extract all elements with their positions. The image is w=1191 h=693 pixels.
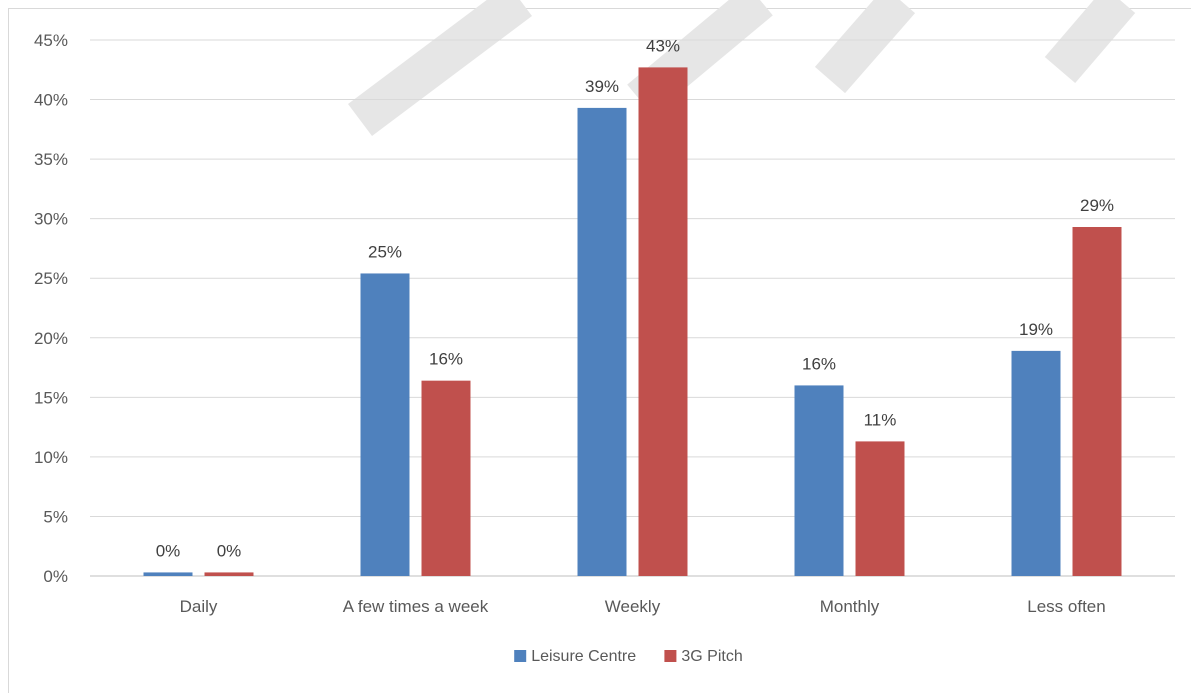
data-label: 25% bbox=[368, 242, 402, 261]
y-tick-label: 45% bbox=[34, 31, 68, 50]
data-label: 0% bbox=[156, 541, 181, 560]
data-labels: 0% 0% 25% 16% 39% 43% 16% 11% 19% 29% bbox=[156, 36, 1114, 560]
y-tick-label: 0% bbox=[43, 567, 68, 586]
legend-label: Leisure Centre bbox=[531, 648, 636, 665]
y-axis-ticks: 0% 5% 10% 15% 20% 25% 30% 35% 40% 45% bbox=[34, 31, 68, 586]
y-tick-label: 5% bbox=[43, 507, 68, 526]
y-tick-label: 25% bbox=[34, 269, 68, 288]
data-label: 19% bbox=[1019, 320, 1053, 339]
x-axis-categories: Daily A few times a week Weekly Monthly Less… bbox=[180, 597, 1106, 616]
data-label: 16% bbox=[802, 354, 836, 373]
x-category-label: A few times a week bbox=[343, 597, 489, 616]
bar-leisure-centre bbox=[143, 572, 193, 576]
bar-leisure-centre bbox=[577, 107, 627, 576]
data-label: 29% bbox=[1080, 196, 1114, 215]
x-category-label: Weekly bbox=[605, 597, 661, 616]
data-label: 39% bbox=[585, 77, 619, 96]
y-tick-label: 30% bbox=[34, 210, 68, 229]
legend-label: 3G Pitch bbox=[681, 648, 742, 665]
bar-3g-pitch bbox=[421, 380, 471, 576]
bar-leisure-centre bbox=[1011, 350, 1061, 576]
y-tick-label: 40% bbox=[34, 91, 68, 110]
legend-swatch bbox=[664, 650, 677, 662]
y-tick-label: 35% bbox=[34, 150, 68, 169]
data-label: 16% bbox=[429, 350, 463, 369]
x-category-label: Less often bbox=[1027, 597, 1105, 616]
bar-3g-pitch bbox=[204, 572, 254, 576]
data-label: 43% bbox=[646, 36, 680, 55]
bar-leisure-centre bbox=[794, 385, 844, 576]
y-tick-label: 20% bbox=[34, 329, 68, 348]
y-tick-label: 15% bbox=[34, 388, 68, 407]
bars bbox=[143, 67, 1122, 576]
x-category-label: Daily bbox=[180, 597, 218, 616]
gridlines bbox=[90, 39, 1175, 577]
data-label: 0% bbox=[217, 541, 242, 560]
x-category-label: Monthly bbox=[820, 597, 880, 616]
bar-3g-pitch bbox=[855, 441, 905, 576]
y-tick-label: 10% bbox=[34, 448, 68, 467]
legend: Leisure Centre 3G Pitch bbox=[514, 648, 743, 665]
bar-3g-pitch bbox=[1072, 227, 1122, 576]
chart-frame bbox=[8, 8, 1191, 693]
data-label: 11% bbox=[864, 410, 897, 429]
bar-leisure-centre bbox=[360, 273, 410, 576]
bar-3g-pitch bbox=[638, 67, 688, 576]
legend-swatch bbox=[514, 650, 527, 662]
